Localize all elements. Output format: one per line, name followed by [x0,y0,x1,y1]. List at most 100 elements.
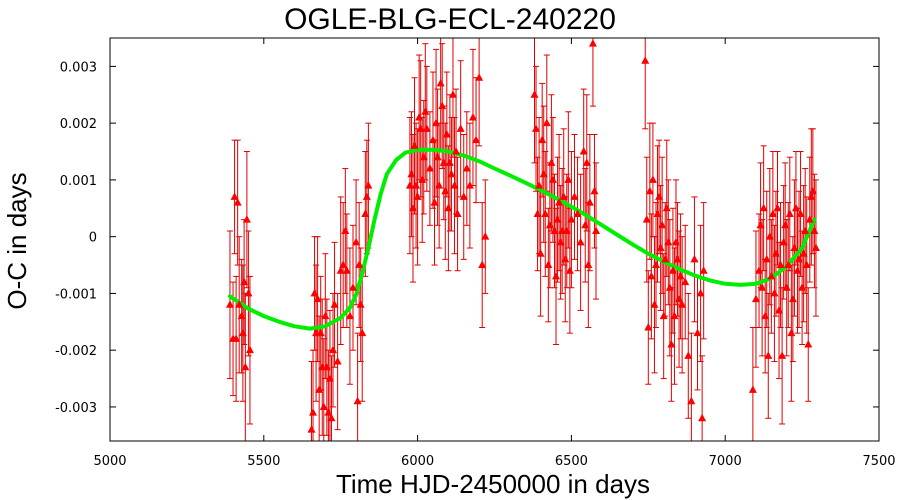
data-point [456,124,465,132]
data-point [748,385,757,393]
data-point [330,300,339,308]
data-point [658,220,667,229]
data-point [579,147,588,155]
y-tick-label: 0.001 [60,174,97,189]
data-point [641,56,650,64]
data-point [642,215,651,223]
data-point [770,288,779,297]
data-point [358,328,367,337]
data-point [532,124,541,132]
data-point [361,209,370,217]
data-point [447,169,456,178]
data-point [795,254,804,263]
data-point [353,396,362,405]
data-point [644,322,653,331]
data-point [435,181,444,189]
data-point [230,192,239,200]
data-point [552,271,561,280]
data-point [785,209,794,217]
data-point [582,158,591,166]
fit-curve-layer [228,147,817,331]
data-point [762,254,771,263]
data-point [564,175,573,183]
data-point [550,226,559,234]
data-point [407,169,416,178]
chart-title: OGLE-BLG-ECL-240220 [284,3,616,36]
data-point [439,158,448,166]
data-point [416,124,425,132]
data-point [670,311,679,320]
plot-frame [109,37,880,442]
data-point [805,215,814,223]
data-point [445,158,454,166]
data-point [548,175,557,183]
data-point [698,413,707,422]
data-point [668,266,677,274]
data-point [442,129,451,138]
data-point [779,237,788,246]
data-point [325,374,334,382]
data-point [759,203,768,212]
data-point [339,260,348,269]
data-point [313,294,322,303]
data-point [242,215,251,223]
y-axis-ticks: -0.003 -0.002 -0.001 0 0.001 0.002 0.003 [55,60,879,416]
x-tick-label: 5500 [247,454,280,469]
data-point [241,362,250,371]
x-tick-label: 5000 [93,454,126,469]
data-point [240,277,249,286]
data-point [647,271,656,280]
data-point [804,340,813,348]
data-point [452,147,461,155]
data-point [448,90,457,98]
data-point [481,232,490,240]
data-point [438,101,447,110]
data-point [321,311,330,320]
data-point [690,254,699,263]
data-point [699,266,708,274]
data-point [450,181,459,189]
data-point [755,266,764,274]
y-axis-label: O-C in days [2,172,32,309]
y-tick-label: -0.001 [55,287,97,302]
data-point [405,181,414,189]
data-point [793,266,802,274]
data-point [765,232,774,240]
data-point [808,186,817,195]
data-point [237,311,246,320]
data-point [327,413,336,422]
data-point [678,300,687,308]
data-point [802,260,811,269]
data-point [810,226,819,234]
data-point [764,351,773,359]
data-point [324,408,333,416]
data-point [364,181,373,189]
x-tick-label: 6500 [555,454,588,469]
data-point [651,260,660,269]
data-point [544,260,553,269]
data-point [329,345,338,354]
data-point [541,209,550,217]
data-point [776,260,785,269]
data-point [562,226,571,234]
data-point [590,186,599,195]
data-point [751,294,760,303]
y-tick-label: 0.002 [60,117,97,132]
data-point [659,311,668,320]
data-point [475,73,484,81]
data-point [322,362,331,371]
x-tick-label: 6000 [401,454,434,469]
data-point [315,385,324,393]
data-point [581,220,590,229]
data-point [655,192,664,200]
x-axis-label: Time HJD-2450000 in days [336,469,650,499]
data-point [542,118,551,127]
data-point [664,237,673,246]
data-point [536,249,545,257]
data-point [661,254,670,263]
data-point [533,209,542,217]
data-point [573,209,582,217]
data-point [756,220,765,229]
data-point [535,181,544,189]
data-point [352,237,361,246]
